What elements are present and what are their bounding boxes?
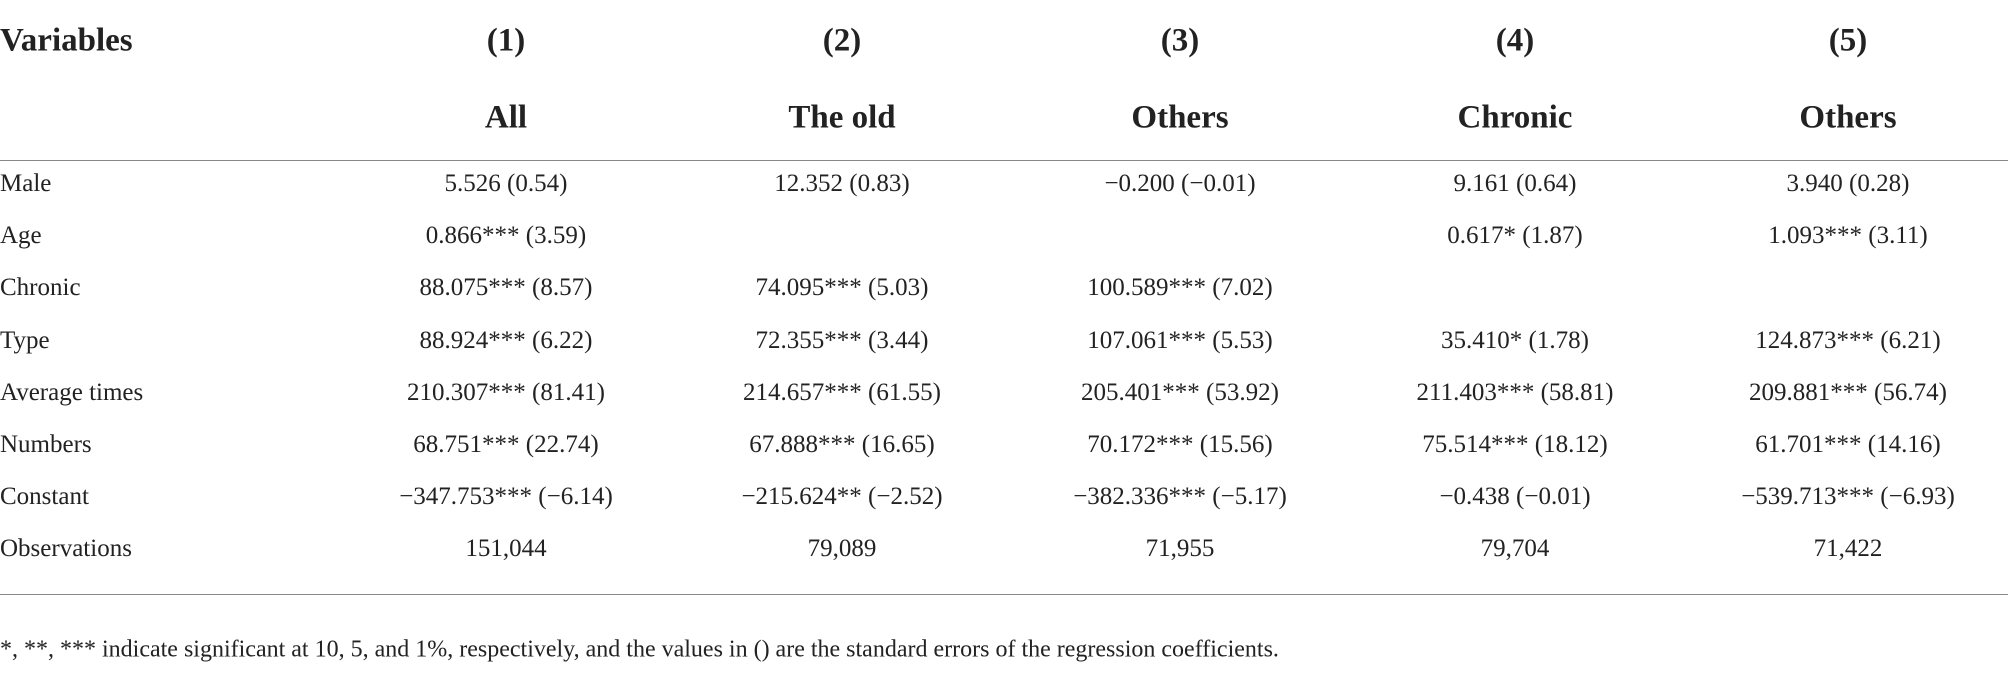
- cell: 151,044: [465, 535, 547, 563]
- cell: 100.589*** (7.02): [1087, 274, 1273, 302]
- header-rule: [0, 160, 2008, 161]
- cell: 61.701*** (14.16): [1755, 431, 1941, 458]
- cell: 1.093*** (3.11): [1768, 222, 1928, 250]
- cell: 79,089: [807, 535, 877, 563]
- cell: 75.514*** (18.12): [1422, 431, 1608, 458]
- cell: −347.753*** (−6.14): [399, 483, 613, 511]
- cell: 205.401*** (53.92): [1081, 378, 1279, 406]
- cell: 3.940 (0.28): [1786, 170, 1910, 197]
- cell: 88.075*** (8.57): [419, 274, 593, 302]
- cell: 12.352 (0.83): [774, 170, 910, 197]
- cell: −382.336*** (−5.17): [1073, 483, 1287, 511]
- row-label: Numbers: [0, 431, 92, 458]
- cell: 211.403*** (58.81): [1416, 378, 1614, 406]
- column-number: (3): [1160, 22, 1200, 59]
- cell: 79,704: [1480, 535, 1550, 563]
- footnote: *, **, *** indicate significant at 10, 5…: [0, 636, 1279, 663]
- row-label: Age: [0, 222, 42, 250]
- cell: 5.526 (0.54): [444, 170, 568, 197]
- row-label: Male: [0, 170, 52, 197]
- variables-header: Variables: [0, 22, 133, 59]
- row-label: Observations: [0, 535, 132, 563]
- cell: 88.924*** (6.22): [419, 326, 593, 354]
- cell: 0.617* (1.87): [1447, 222, 1583, 250]
- cell: 70.172*** (15.56): [1087, 431, 1273, 458]
- column-group: Others: [1799, 99, 1897, 136]
- cell: −0.200 (−0.01): [1104, 170, 1256, 197]
- column-group: Others: [1131, 99, 1229, 136]
- row-label: Chronic: [0, 274, 81, 302]
- column-group: The old: [788, 99, 896, 136]
- cell: 74.095*** (5.03): [755, 274, 929, 302]
- column-number: (2): [822, 22, 862, 59]
- column-group: All: [484, 99, 528, 136]
- cell: 210.307*** (81.41): [407, 378, 605, 406]
- bottom-rule: [0, 594, 2008, 595]
- cell: 209.881*** (56.74): [1749, 378, 1947, 406]
- cell: 214.657*** (61.55): [743, 378, 941, 406]
- cell: 107.061*** (5.53): [1087, 326, 1273, 354]
- column-number: (5): [1828, 22, 1868, 59]
- cell: 35.410* (1.78): [1441, 326, 1589, 354]
- cell: 124.873*** (6.21): [1755, 326, 1941, 354]
- cell: 72.355*** (3.44): [755, 326, 929, 354]
- row-label: Type: [0, 326, 50, 354]
- cell: 67.888*** (16.65): [749, 431, 935, 458]
- cell: 0.866*** (3.59): [425, 222, 587, 250]
- cell: −215.624** (−2.52): [741, 483, 943, 511]
- cell: −0.438 (−0.01): [1439, 483, 1591, 511]
- column-number: (1): [486, 22, 526, 59]
- cell: −539.713*** (−6.93): [1741, 483, 1955, 511]
- row-label: Average times: [0, 378, 144, 406]
- cell: 71,422: [1813, 535, 1883, 563]
- column-number: (4): [1495, 22, 1535, 59]
- column-group: Chronic: [1457, 99, 1573, 136]
- row-label: Constant: [0, 483, 89, 511]
- cell: 68.751*** (22.74): [413, 431, 599, 458]
- cell: 9.161 (0.64): [1453, 170, 1577, 197]
- cell: 71,955: [1145, 535, 1215, 563]
